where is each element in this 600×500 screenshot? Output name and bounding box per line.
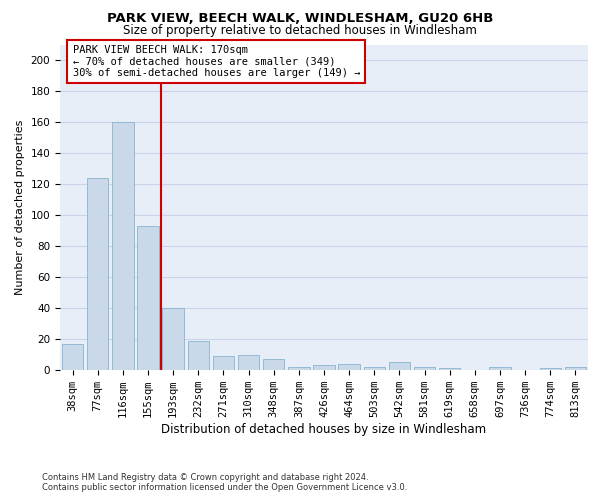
Bar [364,367,385,370]
Bar [389,362,410,370]
X-axis label: Distribution of detached houses by size in Windlesham: Distribution of detached houses by size … [161,423,487,436]
Bar [163,308,184,370]
Bar [263,359,284,370]
Text: PARK VIEW, BEECH WALK, WINDLESHAM, GU20 6HB: PARK VIEW, BEECH WALK, WINDLESHAM, GU20 … [107,12,493,26]
Y-axis label: Number of detached properties: Number of detached properties [15,120,25,295]
Text: Size of property relative to detached houses in Windlesham: Size of property relative to detached ho… [123,24,477,37]
Bar [238,354,259,370]
Bar [313,366,335,370]
Bar [62,344,83,370]
Bar [288,367,310,370]
Bar [112,122,134,370]
Text: PARK VIEW BEECH WALK: 170sqm
← 70% of detached houses are smaller (349)
30% of s: PARK VIEW BEECH WALK: 170sqm ← 70% of de… [73,45,360,78]
Bar [414,367,435,370]
Bar [87,178,109,370]
Bar [188,340,209,370]
Bar [137,226,158,370]
Bar [539,368,561,370]
Bar [565,367,586,370]
Bar [338,364,360,370]
Text: Contains HM Land Registry data © Crown copyright and database right 2024.
Contai: Contains HM Land Registry data © Crown c… [42,473,407,492]
Bar [213,356,234,370]
Bar [490,367,511,370]
Bar [439,368,460,370]
